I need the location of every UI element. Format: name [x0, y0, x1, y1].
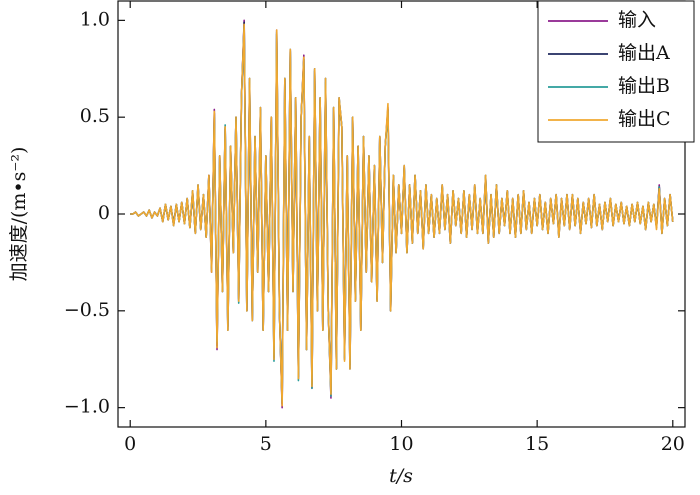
plot-frame — [117, 0, 686, 428]
x-axis-label: t/s — [389, 465, 413, 487]
series-line — [130, 23, 674, 407]
y-tick-label: −1.0 — [64, 396, 110, 418]
y-tick-label: 1.0 — [80, 8, 110, 30]
y-tick-label: 0 — [98, 202, 110, 224]
legend-label: 输出C — [618, 108, 671, 130]
legend-label: 输出A — [618, 42, 670, 64]
x-tick-label: 15 — [525, 433, 549, 455]
legend-box — [537, 0, 695, 143]
x-tick-label: 5 — [260, 433, 272, 455]
y-axis-label: 加速度/(m•s⁻²) — [8, 147, 30, 282]
x-tick-label: 10 — [389, 433, 413, 455]
x-tick-label: 0 — [124, 433, 136, 455]
y-tick-label: −0.5 — [64, 299, 110, 321]
x-tick-label: 20 — [661, 433, 685, 455]
legend-label: 输出B — [618, 75, 670, 97]
y-tick-label: 0.5 — [80, 105, 110, 127]
legend-label: 输入 — [618, 9, 656, 31]
